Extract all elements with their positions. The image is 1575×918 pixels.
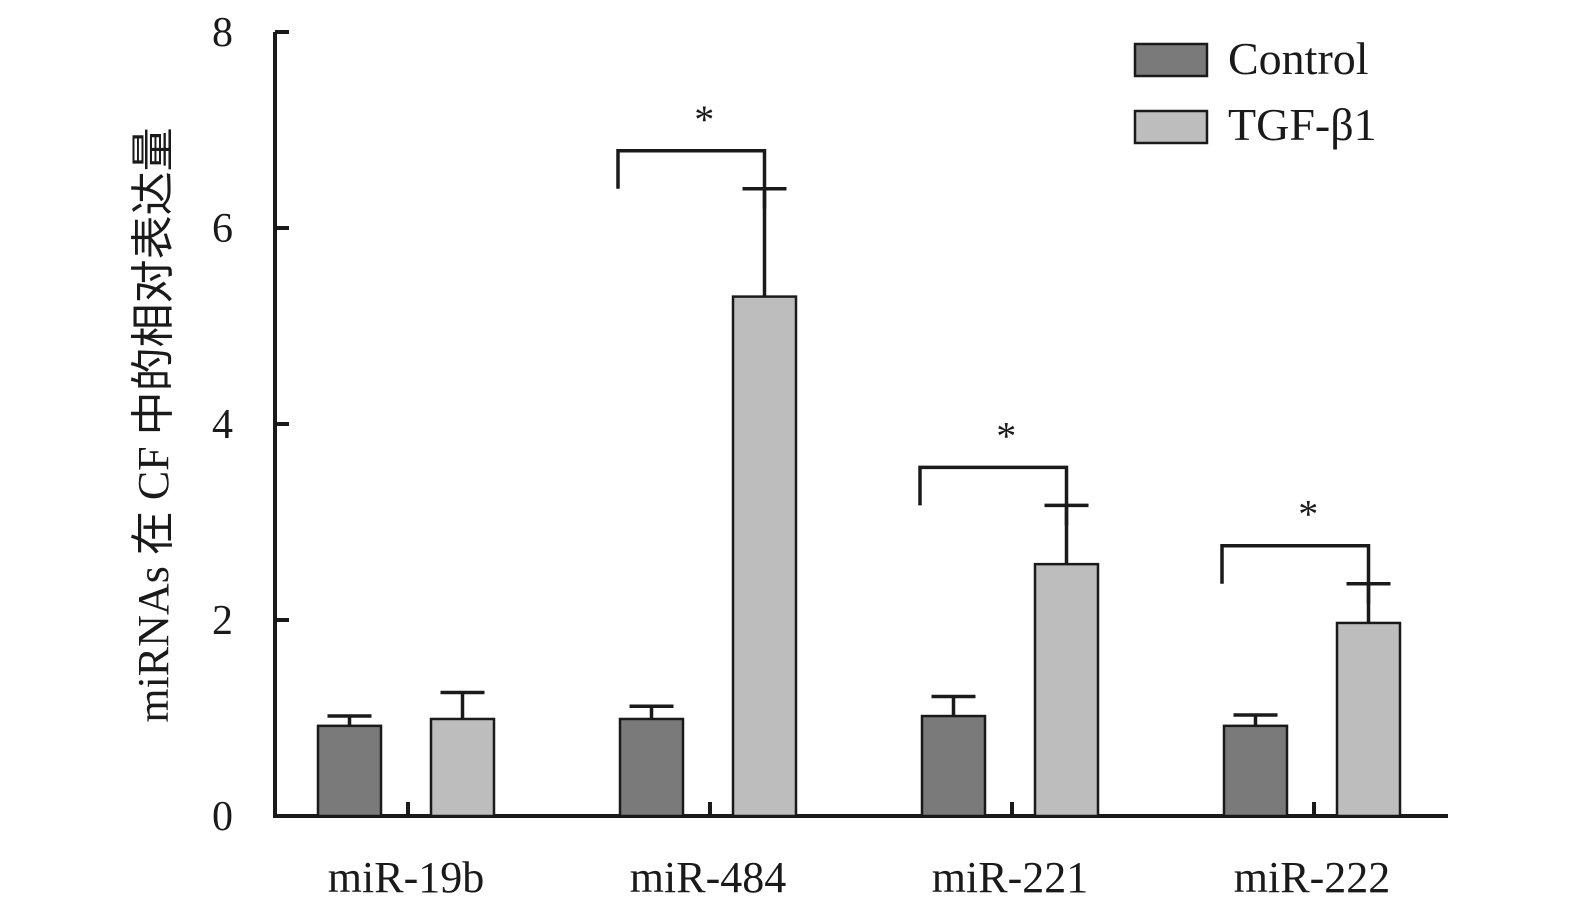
x-tick-label: miR-19b xyxy=(328,853,484,902)
bar-tgf-1-mir-221 xyxy=(1033,562,1100,818)
bar-control-mir-221 xyxy=(920,714,987,818)
bar-tgf-1-mir-19b xyxy=(429,717,496,818)
legend-label-tgf: TGF-β1 xyxy=(1228,99,1377,150)
x-tick-label: miR-221 xyxy=(932,853,1088,902)
significance-star: * xyxy=(996,413,1016,458)
significance-bracket xyxy=(616,149,767,209)
y-tick-label: 6 xyxy=(212,206,233,252)
y-tick-label: 4 xyxy=(212,402,233,448)
significance-bracket xyxy=(918,465,1069,526)
x-tick-label: miR-484 xyxy=(630,853,786,902)
y-tick-label: 0 xyxy=(212,794,233,840)
legend-swatch-tgf xyxy=(1133,109,1209,145)
significance-star: * xyxy=(1298,492,1318,537)
y-axis-label: miRNAs 在 CF 中的相对表达量 xyxy=(129,127,178,722)
legend-swatch-control xyxy=(1133,42,1209,78)
bar-control-mir-484 xyxy=(618,717,685,818)
bar-tgf-1-mir-484 xyxy=(731,295,798,818)
significance-star: * xyxy=(694,97,714,142)
y-tick-label: 8 xyxy=(212,10,233,56)
bar-control-mir-19b xyxy=(316,724,383,818)
x-tick-label: miR-222 xyxy=(1234,853,1390,902)
plot-area: 0 2 4 6 8 miR-19b miR-484 * miR-221 * miR-222 * xyxy=(212,10,1448,902)
significance-bracket xyxy=(1220,543,1371,604)
legend-label-control: Control xyxy=(1228,33,1369,84)
legend: Control TGF-β1 xyxy=(1133,33,1377,150)
bar-control-mir-222 xyxy=(1222,724,1289,818)
bar-tgf-1-mir-222 xyxy=(1335,621,1402,818)
y-tick-label: 2 xyxy=(212,598,233,644)
